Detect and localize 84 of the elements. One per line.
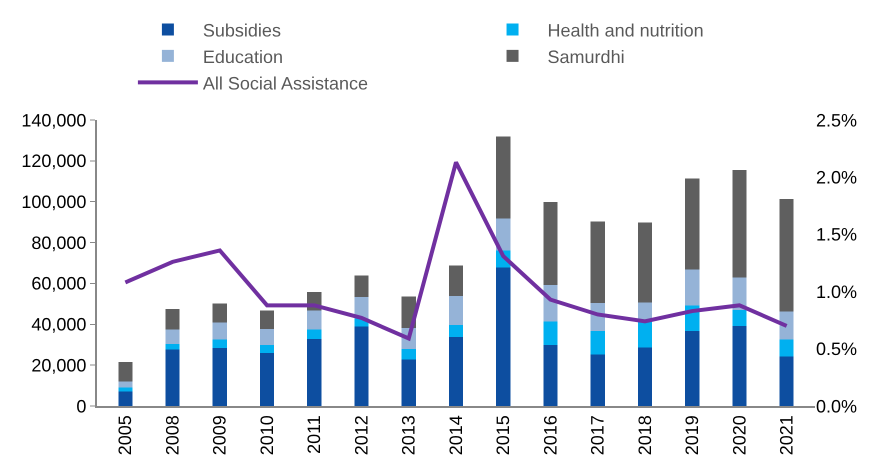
bar bbox=[685, 270, 700, 306]
bar bbox=[543, 344, 558, 406]
x-tick-label: 2013 bbox=[398, 415, 419, 456]
bar bbox=[496, 136, 510, 218]
legend-label: Health and nutrition bbox=[548, 20, 704, 41]
bar bbox=[118, 392, 132, 406]
y-tick-label: 60,000 bbox=[31, 274, 86, 294]
x-tick-label: 2005 bbox=[115, 415, 136, 456]
bar bbox=[307, 310, 322, 330]
bar bbox=[448, 337, 464, 406]
y2-tick-label: 2.0% bbox=[816, 168, 858, 188]
bar bbox=[260, 352, 274, 406]
bar bbox=[260, 328, 274, 345]
bar bbox=[638, 347, 652, 406]
x-tick-label: 2018 bbox=[634, 415, 655, 456]
bar bbox=[780, 199, 794, 312]
bar bbox=[118, 388, 132, 392]
y2-tick-label: 1.0% bbox=[816, 282, 858, 302]
line-series bbox=[123, 160, 789, 340]
bar bbox=[354, 326, 369, 406]
bar bbox=[212, 304, 227, 323]
bar bbox=[165, 350, 180, 406]
x-tick-label: 2019 bbox=[682, 415, 702, 456]
bar bbox=[354, 276, 369, 297]
y-tick-label: 140,000 bbox=[21, 110, 86, 130]
bar bbox=[448, 296, 464, 326]
y2-tick-label: 0.5% bbox=[816, 339, 858, 360]
bar bbox=[212, 339, 227, 348]
bar bbox=[402, 349, 416, 360]
bar bbox=[780, 312, 794, 340]
bar bbox=[780, 340, 794, 356]
bar bbox=[118, 362, 132, 382]
x-tick-label: 2014 bbox=[446, 415, 466, 456]
bar bbox=[307, 330, 322, 339]
y2-tick-label: 2.5% bbox=[816, 110, 858, 130]
x-tick-label: 2009 bbox=[210, 415, 230, 456]
bar bbox=[732, 310, 747, 326]
bar bbox=[307, 338, 322, 406]
y-tick-label: 80,000 bbox=[31, 232, 86, 253]
y-tick-label: 100,000 bbox=[21, 192, 86, 212]
x-tick-label: 2017 bbox=[588, 415, 608, 456]
bar bbox=[165, 344, 180, 350]
bar bbox=[543, 322, 558, 345]
bar bbox=[448, 325, 464, 338]
x-tick-label: 2010 bbox=[256, 415, 277, 456]
bar bbox=[402, 359, 416, 406]
bar bbox=[212, 348, 227, 406]
bar bbox=[260, 310, 274, 329]
bar bbox=[496, 218, 510, 250]
bar bbox=[638, 222, 652, 303]
y2-tick-label: 0.0% bbox=[816, 396, 858, 416]
x-tick-label: 2015 bbox=[493, 415, 514, 456]
bar bbox=[448, 265, 464, 296]
bar bbox=[165, 330, 180, 344]
bar bbox=[780, 356, 794, 406]
x-tick-label: 2011 bbox=[304, 415, 324, 454]
bar bbox=[496, 267, 510, 406]
bar bbox=[590, 222, 605, 303]
bar bbox=[590, 354, 605, 406]
bar bbox=[732, 326, 747, 406]
y2-tick-label: 1.5% bbox=[816, 224, 858, 245]
bar bbox=[685, 178, 700, 270]
bar bbox=[732, 170, 747, 278]
y-tick-label: 20,000 bbox=[31, 355, 86, 376]
x-tick-label: 2012 bbox=[351, 415, 372, 456]
y-tick-label: 120,000 bbox=[21, 151, 86, 172]
bar bbox=[590, 331, 605, 355]
bar bbox=[260, 344, 274, 353]
legend-label: Education bbox=[202, 46, 283, 67]
bar bbox=[118, 381, 132, 388]
bar bbox=[543, 202, 558, 285]
bar bbox=[212, 322, 227, 340]
x-tick-label: 2008 bbox=[162, 415, 182, 456]
y-tick-label: 40,000 bbox=[31, 314, 86, 335]
bar bbox=[685, 331, 700, 406]
legend-label: Subsidies bbox=[202, 20, 281, 41]
legend-label: All Social Assistance bbox=[202, 73, 368, 94]
legend-label: Samurdhi bbox=[548, 46, 625, 67]
x-tick-label: 2020 bbox=[729, 415, 750, 456]
bar bbox=[638, 302, 652, 320]
bar bbox=[165, 309, 180, 330]
x-tick-label: 2021 bbox=[776, 415, 797, 456]
x-tick-label: 2016 bbox=[540, 415, 560, 456]
y-tick-label: 0 bbox=[76, 396, 86, 416]
